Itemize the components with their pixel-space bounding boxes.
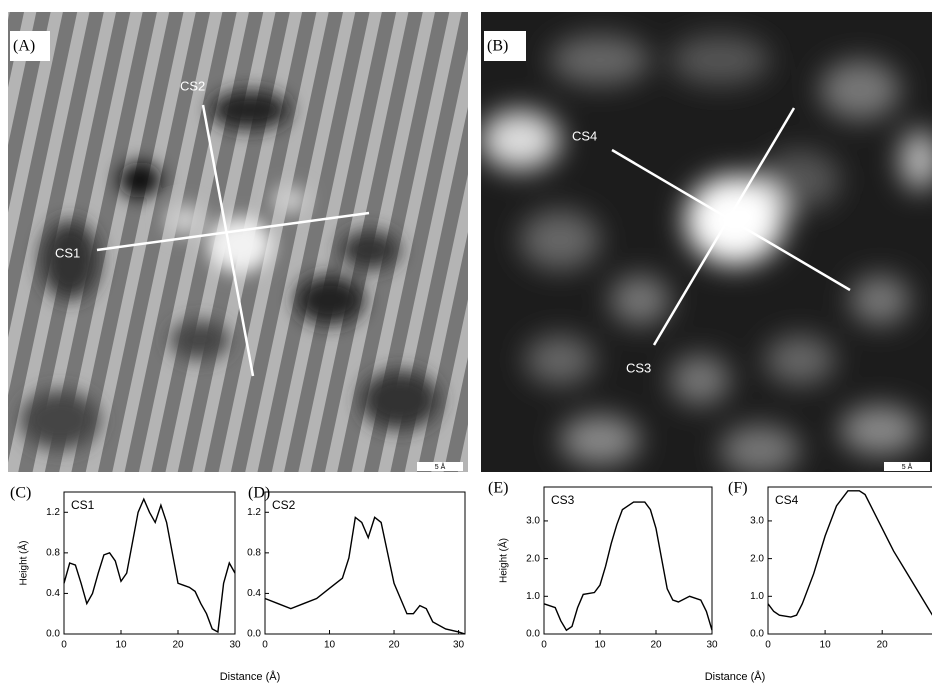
y-axis-label: Height (Å) <box>497 538 510 583</box>
y-tick-label: 3.0 <box>526 516 540 527</box>
x-tick-label: 30 <box>706 640 718 651</box>
x-tick-label: 0 <box>541 640 547 651</box>
x-tick-label: 10 <box>115 640 127 651</box>
y-tick-label: 0.8 <box>247 547 261 558</box>
x-tick-label: 20 <box>877 640 889 651</box>
chart-title: CS2 <box>272 498 296 512</box>
y-tick-label: 0.0 <box>526 629 540 640</box>
y-tick-label: 1.0 <box>750 591 764 602</box>
x-tick-label: 0 <box>61 640 67 651</box>
y-tick-label: 0.4 <box>247 588 261 599</box>
x-tick-label: 10 <box>594 640 606 651</box>
y-tick-label: 0.4 <box>46 588 60 599</box>
panel-label: (A) <box>13 38 35 55</box>
profile-line <box>64 499 235 632</box>
y-tick-label: 1.2 <box>46 507 60 518</box>
panel-label: (D) <box>248 485 270 502</box>
x-axis-label: Distance (Å) <box>705 670 766 683</box>
chart-title: CS4 <box>775 493 799 507</box>
panel-label: (C) <box>10 485 31 502</box>
profile-line <box>544 502 712 630</box>
plot-frame <box>544 487 712 634</box>
image-a <box>8 12 468 472</box>
chart-title: CS3 <box>551 493 575 507</box>
plot-frame <box>768 487 932 634</box>
x-tick-label: 20 <box>172 640 184 651</box>
x-tick-label: 30 <box>453 640 465 651</box>
profile-line <box>768 491 932 632</box>
chart-title: CS1 <box>71 498 95 512</box>
x-tick-label: 10 <box>820 640 832 651</box>
panel-label: (F) <box>728 480 748 497</box>
y-axis-label: Height (Å) <box>17 540 30 585</box>
y-tick-label: 0.8 <box>46 547 60 558</box>
panel-label: (E) <box>488 480 508 497</box>
x-tick-label: 20 <box>388 640 400 651</box>
y-tick-label: 1.2 <box>247 507 261 518</box>
scale-label: 5 Å <box>902 462 913 471</box>
y-tick-label: 0.0 <box>46 629 60 640</box>
line-label: CS2 <box>180 78 205 93</box>
line-label: CS3 <box>626 360 651 375</box>
panel-label: (B) <box>487 38 508 55</box>
y-tick-label: 2.0 <box>526 553 540 564</box>
figure: (A) CS1 CS2 5 Å (B) CS3 CS4 5 Å D <box>0 0 932 686</box>
x-tick-label: 10 <box>324 640 336 651</box>
line-label: CS4 <box>572 128 597 143</box>
y-tick-label: 0.0 <box>750 629 764 640</box>
y-tick-label: 3.0 <box>750 516 764 527</box>
scale-label: 5 Å <box>435 462 446 471</box>
x-axis-label: Distance (Å) <box>220 670 281 683</box>
line-label: CS1 <box>55 245 80 260</box>
profile-line <box>265 517 465 634</box>
x-tick-label: 30 <box>229 640 241 651</box>
x-tick-label: 0 <box>262 640 268 651</box>
y-tick-label: 1.0 <box>526 591 540 602</box>
y-tick-label: 2.0 <box>750 553 764 564</box>
x-tick-label: 0 <box>765 640 771 651</box>
y-tick-label: 0.0 <box>247 629 261 640</box>
x-tick-label: 20 <box>650 640 662 651</box>
image-b <box>480 12 932 475</box>
plot-frame <box>265 492 465 634</box>
